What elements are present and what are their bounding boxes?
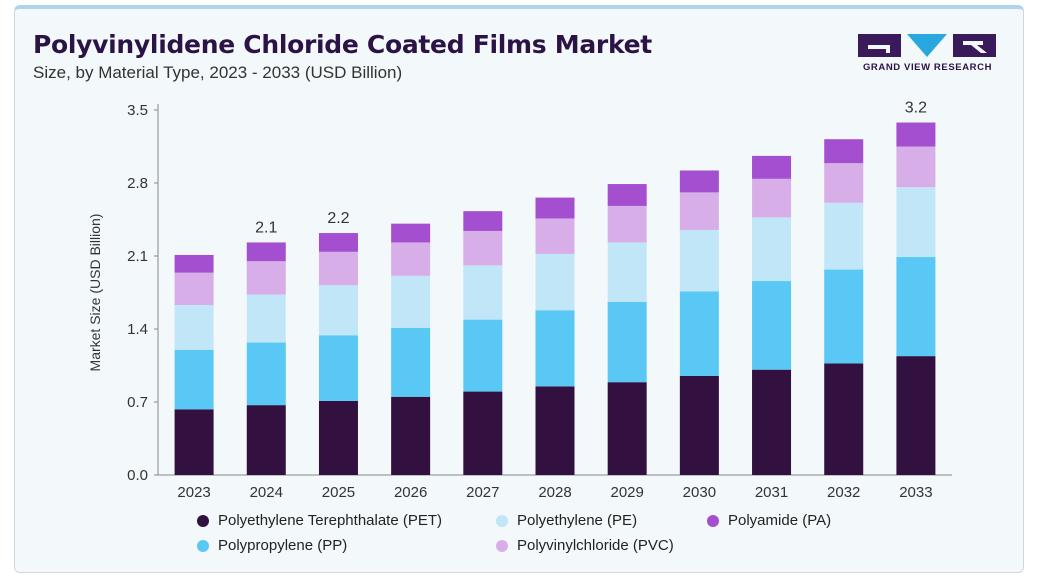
bar-segment-2024-s3: [246, 261, 286, 295]
legend-swatch: [197, 514, 209, 527]
chart-subtitle: Size, by Material Type, 2023 - 2033 (USD…: [33, 63, 403, 82]
bar-segment-2023-s3: [174, 272, 214, 306]
data-label-2024: 2.1: [255, 219, 277, 236]
bar-segment-2024-s1: [246, 342, 286, 406]
bar-segment-2027-s2: [463, 265, 503, 320]
grand-view-research-logo: GRAND VIEW RESEARCH: [855, 34, 1000, 76]
bar-segment-2025-s2: [318, 285, 358, 336]
legend-swatch: [496, 514, 508, 527]
bar-segment-2023-s1: [174, 349, 214, 410]
bar-segment-2027-s3: [463, 230, 503, 266]
bar-segment-2033-s0: [896, 356, 936, 475]
y-tick-label: 0.7: [127, 394, 148, 411]
gvr-logo-icon: [858, 34, 996, 57]
bar-segment-2029-s1: [607, 301, 647, 383]
bar-segment-2033-s4: [896, 122, 936, 147]
bar-segment-2025-s4: [318, 233, 358, 252]
bar-segment-2028-s1: [535, 310, 575, 387]
legend-label: Polypropylene (PP): [218, 537, 348, 554]
y-tick-label: 2.1: [127, 248, 148, 265]
x-tick-label: 2031: [755, 484, 788, 501]
legend-swatch: [197, 539, 209, 552]
bar-segment-2023-s2: [174, 305, 214, 350]
bar-segment-2027-s4: [463, 211, 503, 231]
legend-item: Polyethylene Terephthalate (PET): [197, 512, 442, 529]
bar-segment-2024-s2: [246, 294, 286, 343]
x-tick-label: 2029: [610, 484, 643, 501]
bar-segment-2030-s2: [679, 229, 719, 292]
bar-segment-2025-s1: [318, 335, 358, 401]
legend-item: Polyamide (PA): [707, 512, 831, 529]
x-tick-label: 2032: [827, 484, 860, 501]
bar-segment-2032-s3: [824, 163, 864, 203]
bar-segment-2032-s0: [824, 363, 864, 475]
legend-label: Polyethylene (PE): [517, 512, 638, 529]
bar-segment-2029-s0: [607, 382, 647, 475]
bar-segment-2023-s0: [174, 409, 214, 475]
x-tick-label: 2025: [322, 484, 355, 501]
legend-label: Polyamide (PA): [728, 512, 832, 529]
bar-segment-2025-s0: [318, 400, 358, 475]
bar-segment-2030-s1: [679, 291, 719, 376]
x-tick-label: 2033: [899, 484, 932, 501]
bar-segment-2026-s0: [391, 396, 431, 475]
bar-segment-2027-s1: [463, 319, 503, 392]
legend-item: Polyvinylchloride (PVC): [496, 537, 674, 554]
bar-segment-2027-s0: [463, 391, 503, 475]
bar-segment-2026-s1: [391, 327, 431, 397]
legend-item: Polypropylene (PP): [197, 537, 347, 554]
bar-segment-2026-s3: [391, 242, 431, 276]
bar-segment-2024-s4: [246, 242, 286, 262]
bar-segment-2028-s4: [535, 197, 575, 219]
bar-segment-2030-s4: [679, 170, 719, 193]
x-tick-label: 2030: [683, 484, 716, 501]
bar-segment-2026-s2: [391, 275, 431, 328]
x-tick-label: 2028: [538, 484, 571, 501]
legend-label: Polyethylene Terephthalate (PET): [218, 512, 443, 529]
bar-segment-2026-s4: [391, 223, 431, 243]
data-label-2033: 3.2: [905, 100, 927, 117]
bar-segment-2031-s3: [752, 178, 792, 218]
bar-segment-2031-s2: [752, 217, 792, 282]
bar-segment-2033-s1: [896, 257, 936, 357]
bar-segment-2032-s1: [824, 269, 864, 364]
bar-segment-2029-s4: [607, 184, 647, 206]
bar-segment-2029-s2: [607, 242, 647, 302]
legend-label: Polyvinylchloride (PVC): [517, 537, 674, 554]
bar-segment-2025-s3: [318, 251, 358, 286]
x-tick-label: 2027: [466, 484, 499, 501]
x-tick-label: 2026: [394, 484, 427, 501]
bar-segment-2032-s4: [824, 139, 864, 164]
x-tick-label: 2024: [250, 484, 283, 501]
y-tick-label: 0.0: [127, 467, 148, 484]
y-tick-label: 3.5: [127, 102, 148, 119]
y-tick-label: 1.4: [127, 321, 148, 338]
bar-segment-2028-s3: [535, 218, 575, 254]
bar-segment-2031-s1: [752, 281, 792, 370]
logo-text: GRAND VIEW RESEARCH: [862, 62, 993, 73]
bar-segment-2028-s0: [535, 386, 575, 475]
bar-segment-2031-s0: [752, 369, 792, 475]
bar-segment-2030-s0: [679, 375, 719, 475]
chart-title: Polyvinylidene Chloride Coated Films Mar…: [33, 30, 652, 59]
legend-swatch: [707, 514, 719, 527]
bar-segment-2028-s2: [535, 253, 575, 311]
y-tick-label: 2.8: [127, 175, 148, 192]
bar-segment-2032-s2: [824, 202, 864, 270]
legend-item: Polyethylene (PE): [496, 512, 637, 529]
bar-segment-2033-s2: [896, 187, 936, 258]
bar-segment-2029-s3: [607, 205, 647, 243]
bar-segment-2030-s3: [679, 192, 719, 230]
bar-segment-2023-s4: [174, 254, 214, 273]
y-axis-label: Market Size (USD Billion): [87, 214, 103, 372]
bar-segment-2033-s3: [896, 146, 936, 188]
bar-segment-2031-s4: [752, 155, 792, 179]
legend-swatch: [496, 539, 508, 552]
bar-segment-2024-s0: [246, 405, 286, 475]
x-tick-label: 2023: [177, 484, 210, 501]
data-label-2025: 2.2: [327, 210, 349, 227]
